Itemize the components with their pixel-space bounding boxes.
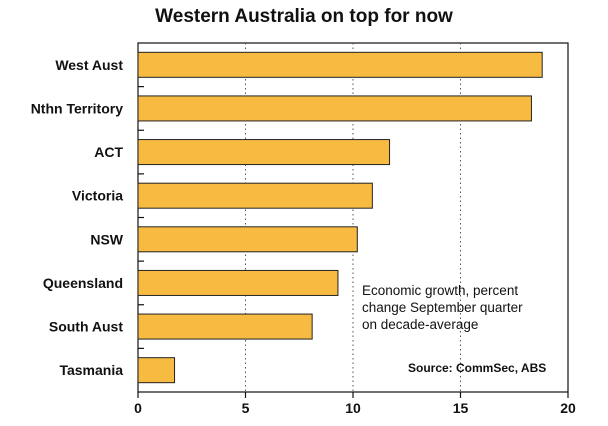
bar-act: [137, 139, 391, 166]
category-label: Queensland: [43, 275, 123, 291]
category-label: South Aust: [49, 319, 123, 335]
x-tick-label: 0: [134, 400, 142, 416]
bar-victoria: [137, 182, 373, 209]
x-tick-label: 5: [242, 400, 250, 416]
x-tick-label: 20: [560, 400, 576, 416]
grid-lines: [245, 43, 461, 392]
category-label: ACT: [94, 144, 123, 160]
x-tick-label: 10: [345, 400, 361, 416]
chart-title: Western Australia on top for now: [155, 6, 453, 27]
category-label: Tasmania: [59, 362, 123, 378]
category-label: Victoria: [72, 188, 123, 204]
x-tick-label: 15: [453, 400, 469, 416]
annotation-line-2: change September quarter: [362, 300, 523, 315]
bar-nsw: [137, 226, 358, 253]
annotation-line-3: on decade-average: [362, 317, 479, 332]
bar-queensland: [137, 269, 339, 296]
source-note: Source: CommSec, ABS: [408, 361, 547, 375]
bar-west-aust: [137, 51, 543, 78]
category-label: West Aust: [55, 57, 123, 73]
annotation-line-1: Economic growth, percent: [362, 283, 519, 298]
bar-nthn-territory: [137, 95, 532, 122]
x-axis-ticks: 0 5 10 15 20: [134, 392, 576, 416]
plot-frame: [137, 42, 569, 393]
category-label: NSW: [90, 231, 123, 247]
chart-annotation: Economic growth, percent change Septembe…: [362, 282, 562, 333]
bar-tasmania: [137, 357, 176, 384]
bars: [137, 51, 543, 384]
category-labels: West Aust Nthn Territory ACT Victoria NSW Que…: [31, 57, 144, 378]
bar-south-aust: [137, 313, 313, 340]
category-label: Nthn Territory: [31, 100, 124, 116]
